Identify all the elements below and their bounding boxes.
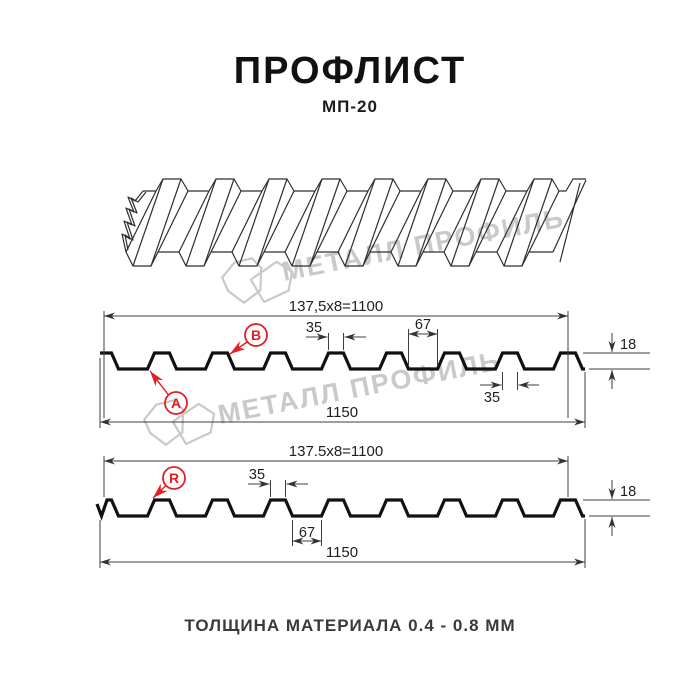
callout-r: R: [152, 466, 186, 499]
sheet-3d-line: [124, 191, 147, 251]
sheet-3d-line: [210, 190, 242, 253]
dim-height-reverse: 18: [620, 484, 636, 500]
dim-valley-width-front: 67: [415, 317, 431, 333]
sheet-3d-line: [422, 190, 454, 253]
dimension-lines-front: [99, 311, 650, 428]
callout-b: B: [229, 323, 268, 355]
callout-a-label: A: [171, 395, 181, 411]
watermark-top: МЕТАЛЛ ПРОФИЛЬ: [221, 203, 567, 304]
callout-b-label: B: [251, 327, 261, 343]
profile-model-subtitle: МП-20: [322, 97, 378, 116]
sheet-3d-line: [521, 178, 553, 267]
sheet-3d-line: [503, 178, 535, 267]
sheet-3d-line: [256, 178, 288, 267]
sheet-3d-line: [157, 190, 189, 253]
sheet-3d-line: [496, 190, 528, 253]
dimension-lines-reverse: [99, 456, 650, 568]
sheet-3d-drawing: [121, 178, 587, 267]
sheet-3d-line: [309, 178, 341, 267]
sheet-3d-line: [450, 178, 482, 267]
page-title: ПРОФЛИСТ: [233, 50, 467, 92]
sheet-3d-line: [559, 182, 581, 263]
sheet-3d-line: [150, 178, 182, 267]
dim-overall-width-reverse: 1150: [326, 544, 358, 561]
dim-height-front: 18: [620, 337, 636, 353]
material-thickness-note: ТОЛЩИНА МАТЕРИАЛА 0.4 - 0.8 ММ: [184, 616, 516, 635]
dim-valley-width-reverse: 67: [299, 525, 315, 541]
sheet-3d-line: [362, 178, 394, 267]
sheet-3d-line: [415, 178, 447, 267]
sheet-3d-line: [443, 190, 475, 253]
callout-a: A: [149, 370, 188, 415]
sheet-3d-line: [185, 178, 217, 267]
sheet-3d-line: [337, 190, 369, 253]
dim-crest-width-bottom-front: 35: [484, 390, 500, 406]
sheet-3d-line: [390, 190, 422, 253]
sheet-3d-line: [203, 178, 235, 267]
dim-crest-width-reverse: 35: [249, 467, 265, 483]
sheet-3d-line: [344, 178, 376, 267]
profile-cross-section-reverse: [95, 498, 585, 521]
sheet-3d-line: [468, 178, 500, 267]
profile-cross-section-front: [100, 351, 585, 371]
callout-r-label: R: [169, 470, 179, 486]
sheet-3d-line: [284, 190, 316, 253]
dim-crest-width-front: 35: [306, 320, 322, 336]
sheet-3d-line: [178, 190, 210, 253]
watermark-middle: МЕТАЛЛ ПРОФИЛЬ: [143, 346, 503, 446]
sheet-3d-line: [238, 178, 270, 267]
sheet-3d-line: [397, 178, 429, 267]
profile-section-reverse: 137.5x8=1100 35 67 18 1150 R: [95, 443, 650, 568]
sheet-3d-line: [132, 178, 164, 267]
dim-module-span-front: 137,5x8=1100: [289, 298, 383, 315]
metall-profil-logo-icon: [221, 257, 294, 304]
sheet-3d-line: [125, 190, 157, 253]
dim-module-span-reverse: 137.5x8=1100: [289, 443, 383, 460]
sheet-3d-line: [369, 190, 401, 253]
sheet-3d-line: [528, 190, 560, 253]
sheet-3d-line: [291, 178, 323, 267]
sheet-3d-line: [263, 190, 295, 253]
sheet-3d-line: [475, 190, 507, 253]
dim-overall-width-front: 1150: [326, 404, 358, 421]
sheet-3d-line: [316, 190, 348, 253]
sheet-3d-line: [231, 190, 263, 253]
sheet-3d-line: [552, 179, 587, 253]
profile-section-front: 137,5x8=1100 35 67 35 18 1150 B A: [99, 298, 650, 428]
sheet-3d-line: [143, 178, 586, 192]
